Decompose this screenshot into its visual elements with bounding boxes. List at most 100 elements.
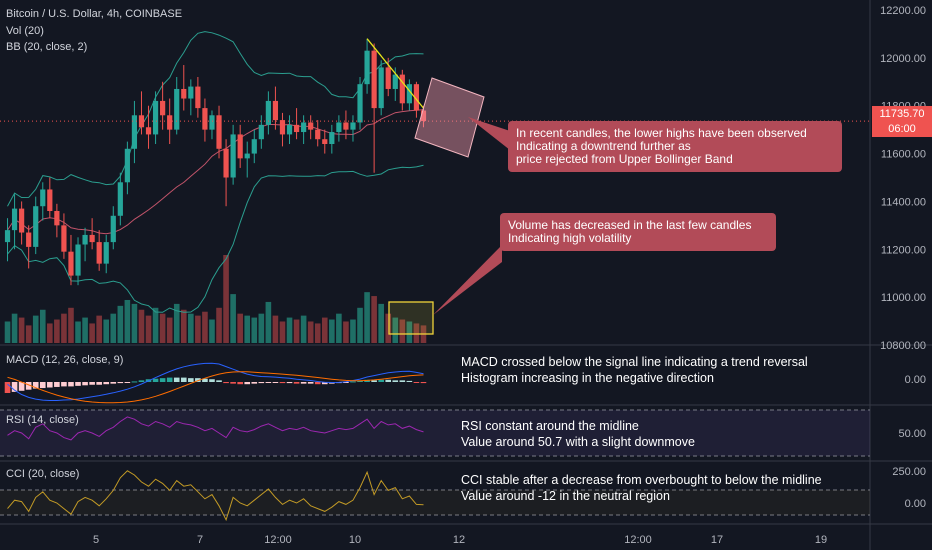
volume-bar: [54, 319, 60, 343]
bb-lower-line: [7, 164, 424, 313]
volume-bar: [82, 317, 88, 343]
callout-pointer: [433, 245, 502, 315]
volume-bar: [61, 313, 67, 343]
note-line: Value around 50.7 with a slight downmove: [461, 435, 695, 449]
candle-body: [322, 139, 328, 144]
macd-axis-label: 0.00: [904, 374, 926, 386]
macd-histogram-bar: [4, 382, 11, 393]
candle-body: [244, 153, 250, 159]
callout-line: Indicating a downtrend further as: [516, 139, 691, 153]
macd-note: MACD crossed below the signal line indic…: [461, 354, 808, 386]
y-tick-label: 12200.00: [880, 5, 926, 17]
candle-body: [308, 122, 314, 130]
macd-histogram-bar: [321, 382, 328, 385]
candle-body: [251, 139, 257, 154]
signal-line: [7, 371, 424, 404]
cci-legend: CCI (20, close): [6, 468, 80, 480]
candle-body: [420, 110, 427, 122]
candle-body: [343, 122, 349, 130]
macd-histogram-bar: [216, 380, 222, 382]
x-tick-label: 12: [453, 534, 465, 546]
candle-body: [216, 115, 222, 149]
candle-body: [152, 100, 159, 135]
volume-bar: [371, 296, 377, 343]
y-tick-label: 11200.00: [881, 244, 926, 256]
volume-bar: [258, 313, 265, 343]
last-price-tag: 11735.70: [872, 106, 932, 122]
macd-histogram-bar: [138, 380, 145, 382]
bb-basis-line: [7, 109, 424, 235]
macd-histogram-bar: [251, 382, 258, 384]
volume-highlight-box: [388, 301, 434, 335]
macd-histogram-bar: [166, 377, 173, 382]
rsi-legend: RSI (14, close): [6, 414, 79, 426]
candle-body: [110, 215, 116, 243]
callout-line: Volume has decreased in the last few can…: [508, 218, 752, 232]
x-tick-label: 10: [349, 534, 361, 546]
candle-body: [68, 251, 74, 276]
volume-bar: [265, 301, 272, 343]
candle-body: [364, 50, 370, 85]
macd-histogram-bar: [75, 382, 81, 386]
rsi-axis-label: 50.00: [898, 428, 926, 440]
volume-bar: [300, 315, 307, 343]
bar-countdown-tag: 06:00: [872, 121, 932, 137]
macd-histogram-bar: [272, 382, 279, 383]
macd-histogram-bar: [89, 382, 95, 385]
macd-histogram-bar: [103, 382, 110, 385]
callout-line: price rejected from Upper Bollinger Band: [516, 152, 733, 166]
volume-bar: [110, 313, 117, 343]
candle-body: [293, 124, 300, 133]
macd-histogram-bar: [265, 382, 272, 383]
volume-bar: [399, 319, 406, 343]
macd-histogram-bar: [188, 378, 194, 382]
volume-bar: [307, 321, 314, 343]
macd-histogram-bar: [413, 382, 420, 383]
note-line: MACD crossed below the signal line indic…: [461, 355, 808, 369]
candle-body: [230, 134, 236, 178]
y-tick-label: 12000.00: [880, 53, 926, 65]
callout-pointer: [468, 117, 510, 150]
macd-histogram-bar: [11, 382, 18, 392]
candle-body: [181, 88, 187, 99]
x-tick-label: 7: [197, 534, 203, 546]
volume-bar: [406, 321, 413, 343]
candle-body: [413, 84, 420, 111]
macd-histogram-bar: [223, 382, 229, 384]
volume-bar: [230, 294, 236, 343]
candle-body: [279, 120, 286, 135]
trend-callout: In recent candles, the lower highs have …: [508, 121, 842, 172]
macd-histogram-bar: [300, 382, 307, 384]
volume-bar: [286, 317, 293, 343]
volume-bar: [11, 313, 18, 343]
cci-axis-label: 250.00: [892, 466, 926, 478]
y-tick-label: 11600.00: [881, 149, 926, 161]
volume-bar: [321, 317, 328, 343]
candle-body: [40, 189, 46, 207]
volume-bar: [89, 323, 95, 343]
candle-body: [47, 189, 53, 211]
candle-body: [237, 134, 243, 159]
macd-histogram-bar: [378, 379, 384, 382]
macd-histogram-bar: [54, 382, 60, 387]
rsi-band: [0, 410, 870, 456]
macd-histogram-bar: [258, 382, 265, 384]
candle-body: [399, 74, 405, 104]
volume-bar: [39, 309, 46, 343]
candle-body: [75, 244, 81, 276]
macd-legend: MACD (12, 26, close, 9): [6, 354, 124, 366]
macd-histogram-bar: [209, 379, 215, 382]
macd-histogram-bar: [392, 380, 399, 382]
macd-histogram-bar: [110, 382, 117, 384]
candle-body: [26, 232, 32, 247]
volume-bar: [244, 315, 251, 343]
volume-bar: [18, 317, 25, 343]
x-tick-label: 12:00: [264, 534, 292, 546]
candle-body: [103, 242, 109, 264]
cci-band: [0, 490, 870, 515]
macd-histogram-bar: [61, 382, 67, 387]
candle-body: [336, 122, 342, 133]
bb-legend: BB (20, close, 2): [6, 41, 88, 53]
candle-body: [223, 148, 229, 178]
